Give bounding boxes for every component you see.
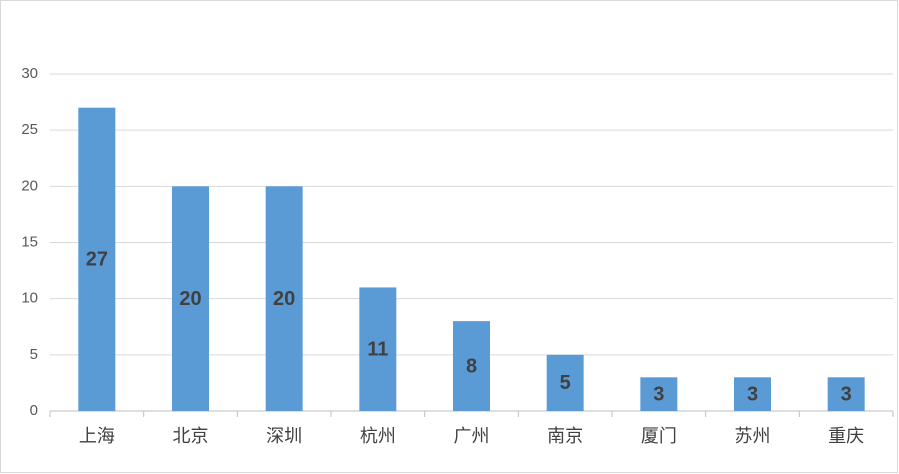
bar: [546, 354, 584, 411]
value-label: 3: [841, 383, 852, 405]
y-tick-label: 15: [21, 233, 38, 250]
y-tick-label: 30: [21, 65, 38, 82]
bar: [359, 287, 397, 411]
value-label: 3: [747, 383, 758, 405]
bar: [827, 377, 865, 411]
x-tick-label: 厦门: [641, 426, 677, 446]
value-label: 20: [273, 288, 295, 310]
value-label: 11: [367, 338, 388, 360]
x-tick-label: 杭州: [360, 426, 396, 446]
x-tick-label: 北京: [173, 426, 209, 446]
bar: [78, 107, 116, 411]
x-tick-label: 广州: [454, 426, 490, 446]
x-tick-label: 重庆: [828, 426, 864, 446]
value-label: 27: [86, 249, 108, 271]
bar: [172, 186, 209, 411]
bar: [453, 321, 490, 411]
x-tick-label: 上海: [79, 426, 115, 446]
y-tick-label: 0: [30, 402, 38, 419]
x-tick-label: 苏州: [735, 426, 771, 446]
y-tick-label: 25: [21, 121, 38, 138]
bar: [265, 186, 303, 411]
bar: [640, 377, 678, 411]
y-tick-label: 10: [21, 290, 38, 307]
y-tick-label: 5: [30, 346, 38, 363]
value-label: 8: [466, 355, 477, 377]
value-label: 20: [179, 288, 201, 310]
x-tick-label: 深圳: [266, 426, 302, 446]
x-tick-label: 南京: [547, 426, 583, 446]
y-tick-label: 20: [21, 177, 38, 194]
value-label: 5: [560, 372, 571, 394]
value-label: 3: [653, 383, 664, 405]
bar: [734, 377, 771, 411]
